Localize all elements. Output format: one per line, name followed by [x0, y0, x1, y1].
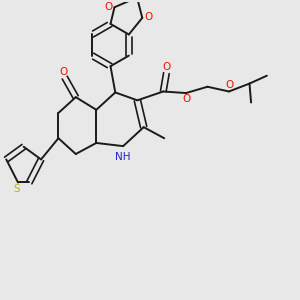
Text: O: O — [162, 62, 170, 73]
Text: O: O — [59, 67, 67, 77]
Text: S: S — [13, 184, 20, 194]
Text: O: O — [104, 2, 112, 12]
Text: O: O — [145, 12, 153, 22]
Text: O: O — [183, 94, 191, 104]
Text: NH: NH — [116, 152, 131, 161]
Text: O: O — [226, 80, 234, 90]
